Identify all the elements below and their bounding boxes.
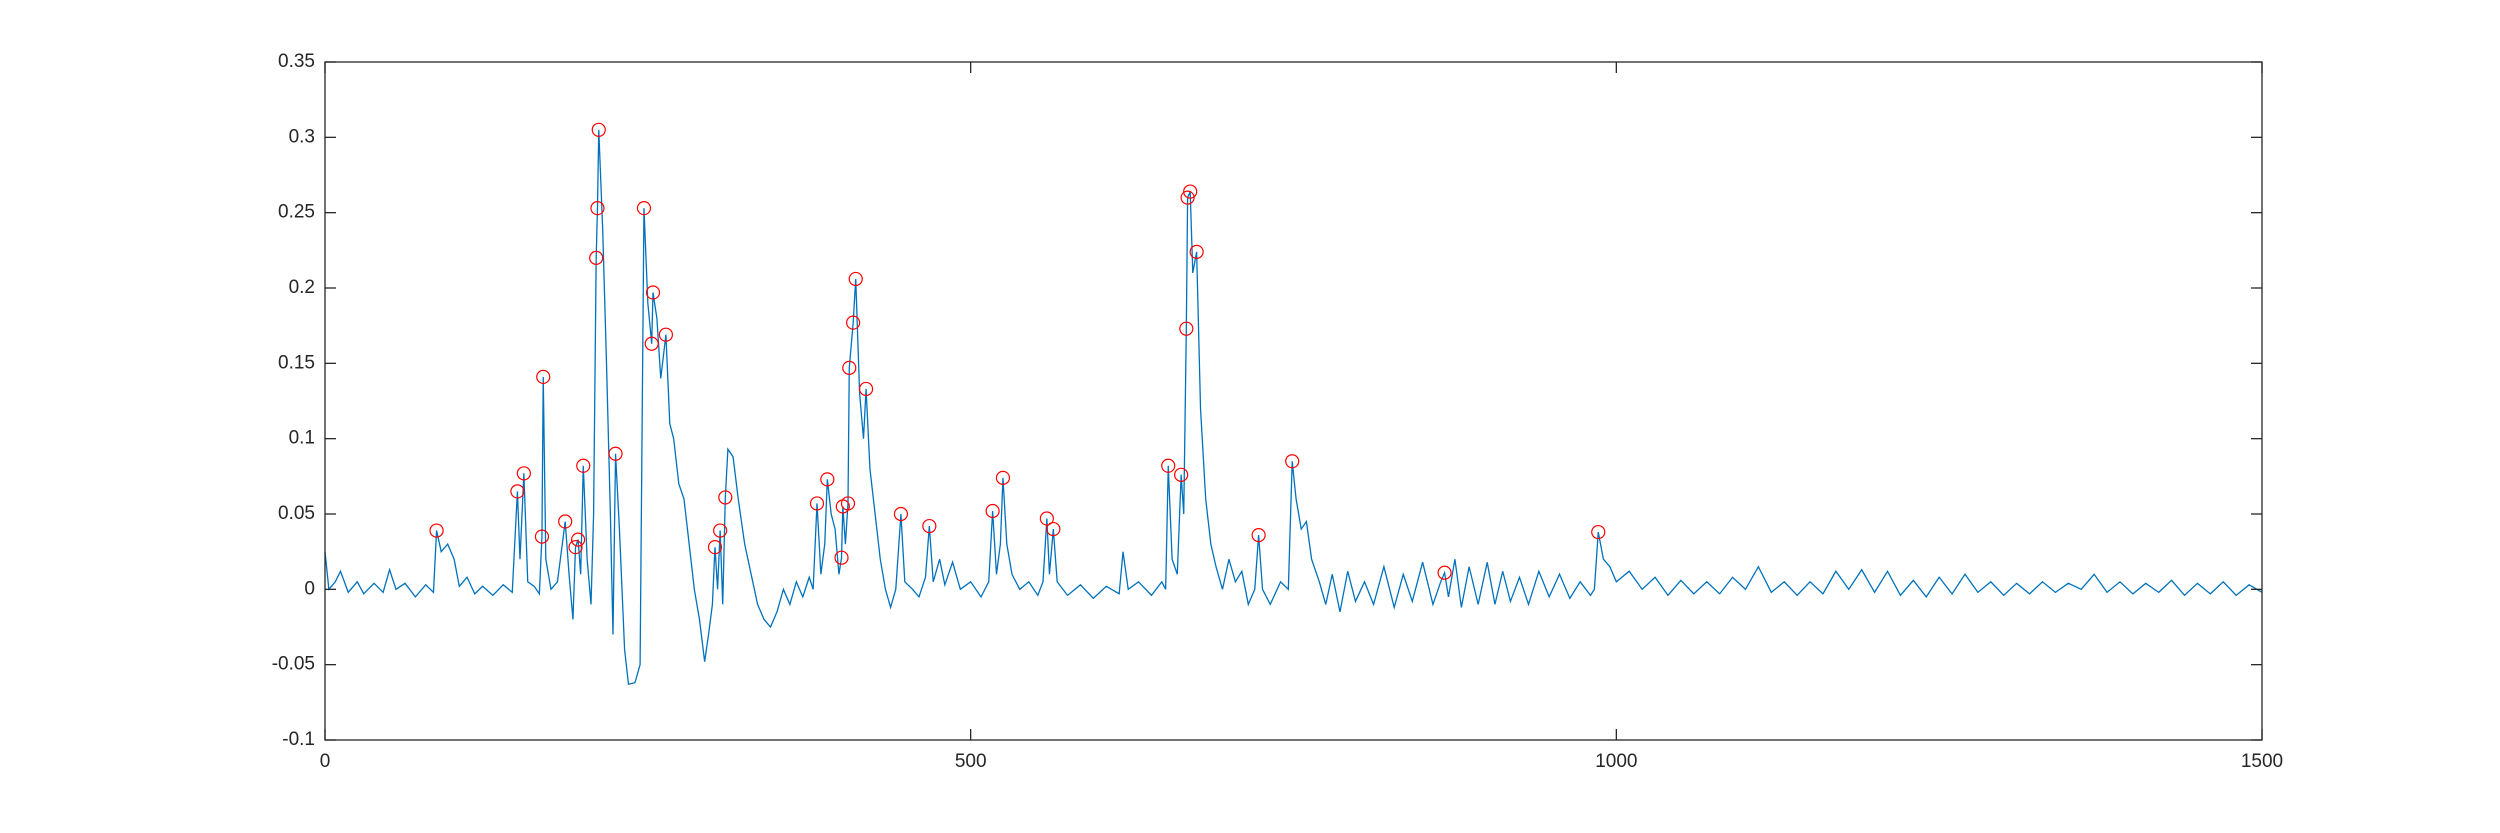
peak-marker	[558, 514, 573, 529]
peak-marker	[645, 285, 661, 300]
y-tick-label: 0.1	[289, 428, 315, 449]
data-line	[324, 129, 2263, 686]
peak-marker	[568, 540, 583, 555]
peak-marker	[1174, 467, 1189, 482]
peak-marker	[834, 550, 849, 565]
peak-marker	[893, 506, 909, 522]
peak-marker	[1183, 184, 1198, 199]
peak-marker	[1437, 565, 1452, 580]
peak-marker	[1039, 511, 1054, 526]
x-tick-label: 500	[955, 751, 987, 772]
peak-marker	[1591, 524, 1606, 540]
peak-marker	[820, 472, 835, 487]
peak-marker	[576, 458, 591, 473]
peak-marker	[842, 360, 857, 375]
y-tick-label: 0.2	[289, 277, 315, 298]
y-tick-label: 0.25	[278, 202, 315, 223]
peak-marker	[636, 201, 652, 216]
peak-marker	[1189, 244, 1204, 259]
y-tick-label: 0.05	[278, 503, 315, 524]
plot-area	[325, 62, 2262, 740]
peak-marker	[591, 122, 606, 137]
y-tick-label: -0.1	[282, 729, 315, 750]
peak-marker	[516, 466, 531, 481]
x-tick-label: 1000	[1595, 751, 1637, 772]
y-tick-label: -0.05	[272, 654, 315, 675]
peak-marker	[1179, 321, 1194, 336]
peak-marker	[534, 529, 550, 544]
peak-marker	[809, 496, 825, 511]
peak-marker	[1285, 454, 1300, 469]
peak-marker	[1046, 521, 1061, 537]
peak-marker	[846, 315, 861, 330]
y-tick-label: 0.35	[278, 51, 315, 72]
peak-marker	[589, 250, 604, 265]
peak-marker	[718, 490, 733, 505]
x-tick-label: 0	[320, 751, 331, 772]
y-tick-label: 0	[304, 578, 315, 599]
peak-marker	[1180, 190, 1195, 205]
y-tick-label: 0.15	[278, 352, 315, 373]
x-tick-label: 1500	[2241, 751, 2283, 772]
peak-marker	[985, 503, 1000, 519]
peak-marker	[707, 540, 723, 555]
axes-box	[324, 61, 2263, 741]
peak-marker	[644, 336, 659, 351]
peak-marker	[995, 470, 1011, 485]
peak-marker	[848, 271, 863, 287]
peak-marker	[608, 446, 623, 461]
peak-marker	[858, 381, 874, 397]
y-tick-label: 0.3	[289, 126, 315, 147]
peak-marker	[658, 327, 674, 342]
peak-marker	[1161, 458, 1176, 473]
peak-marker	[713, 523, 728, 538]
peak-marker	[590, 201, 605, 216]
peak-marker	[429, 523, 444, 538]
peak-marker	[510, 484, 525, 499]
peak-marker	[536, 369, 551, 384]
peak-marker	[840, 496, 856, 511]
peak-marker	[922, 518, 937, 534]
peak-marker	[1251, 527, 1266, 543]
peak-marker	[571, 532, 586, 547]
